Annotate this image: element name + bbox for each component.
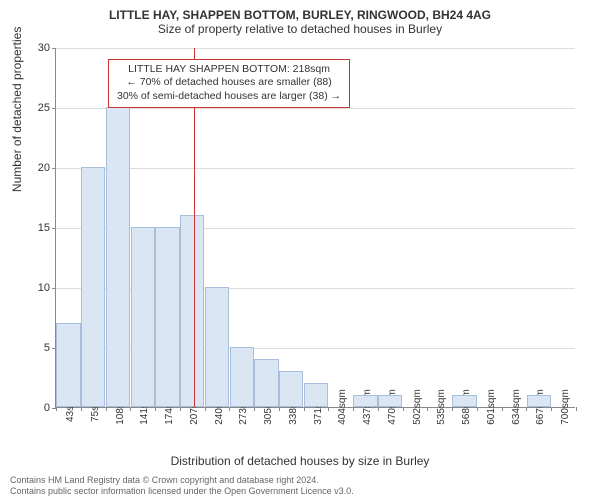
x-tick-mark <box>502 407 503 411</box>
x-tick-mark <box>477 407 478 411</box>
x-tick-mark <box>551 407 552 411</box>
y-tick-label: 30 <box>38 42 56 54</box>
histogram-bar <box>81 167 105 407</box>
x-tick-mark <box>130 407 131 411</box>
x-tick-label: 535sqm <box>430 389 447 425</box>
x-tick-mark <box>526 407 527 411</box>
x-tick-mark <box>106 407 107 411</box>
y-tick-label: 15 <box>38 222 56 234</box>
x-tick-mark <box>353 407 354 411</box>
y-tick-label: 0 <box>44 402 56 414</box>
footer-line-2: Contains public sector information licen… <box>10 486 354 497</box>
x-tick-mark <box>180 407 181 411</box>
x-tick-mark <box>452 407 453 411</box>
x-tick-mark <box>279 407 280 411</box>
histogram-bar <box>180 215 204 407</box>
annotation-title: LITTLE HAY SHAPPEN BOTTOM: 218sqm <box>117 63 341 77</box>
x-tick-mark <box>56 407 57 411</box>
x-tick-mark <box>427 407 428 411</box>
histogram-bar <box>56 323 80 407</box>
histogram-bar <box>279 371 303 407</box>
x-tick-label: 634sqm <box>505 389 522 425</box>
histogram-bar <box>378 395 402 407</box>
x-tick-mark <box>304 407 305 411</box>
gridline <box>56 168 575 169</box>
histogram-bar <box>452 395 476 407</box>
histogram-bar <box>155 227 179 407</box>
histogram-bar <box>131 227 155 407</box>
annotation-smaller: ← 70% of detached houses are smaller (88… <box>117 76 341 90</box>
x-tick-mark <box>378 407 379 411</box>
y-tick-label: 5 <box>44 342 56 354</box>
footer-line-1: Contains HM Land Registry data © Crown c… <box>10 475 354 486</box>
gridline <box>56 48 575 49</box>
histogram-bar <box>353 395 377 407</box>
histogram-bar <box>254 359 278 407</box>
chart-title-sub: Size of property relative to detached ho… <box>0 22 600 40</box>
x-tick-mark <box>205 407 206 411</box>
y-tick-label: 20 <box>38 162 56 174</box>
chart-title-main: LITTLE HAY, SHAPPEN BOTTOM, BURLEY, RING… <box>0 0 600 22</box>
annotation-box: LITTLE HAY SHAPPEN BOTTOM: 218sqm← 70% o… <box>108 59 350 108</box>
y-tick-label: 10 <box>38 282 56 294</box>
histogram-bar <box>230 347 254 407</box>
x-tick-mark <box>576 407 577 411</box>
x-tick-label: 404sqm <box>331 389 348 425</box>
x-tick-label: 601sqm <box>480 389 497 425</box>
x-tick-mark <box>81 407 82 411</box>
histogram-bar <box>205 287 229 407</box>
attribution-footer: Contains HM Land Registry data © Crown c… <box>10 475 354 498</box>
x-axis-label: Distribution of detached houses by size … <box>0 454 600 468</box>
x-tick-mark <box>254 407 255 411</box>
histogram-bar <box>106 107 130 407</box>
plot-inner: 05101520253043sqm75sqm108sqm141sqm174sqm… <box>55 48 575 408</box>
x-tick-mark <box>403 407 404 411</box>
x-tick-mark <box>155 407 156 411</box>
plot-area: 05101520253043sqm75sqm108sqm141sqm174sqm… <box>55 48 575 408</box>
x-tick-mark <box>229 407 230 411</box>
gridline <box>56 108 575 109</box>
annotation-larger: 30% of semi-detached houses are larger (… <box>117 90 341 104</box>
x-tick-label: 700sqm <box>554 389 571 425</box>
x-tick-label: 502sqm <box>406 389 423 425</box>
histogram-bar <box>527 395 551 407</box>
y-axis-label: Number of detached properties <box>10 27 24 192</box>
histogram-bar <box>304 383 328 407</box>
y-tick-label: 25 <box>38 102 56 114</box>
x-tick-mark <box>328 407 329 411</box>
chart-container: LITTLE HAY, SHAPPEN BOTTOM, BURLEY, RING… <box>0 0 600 500</box>
